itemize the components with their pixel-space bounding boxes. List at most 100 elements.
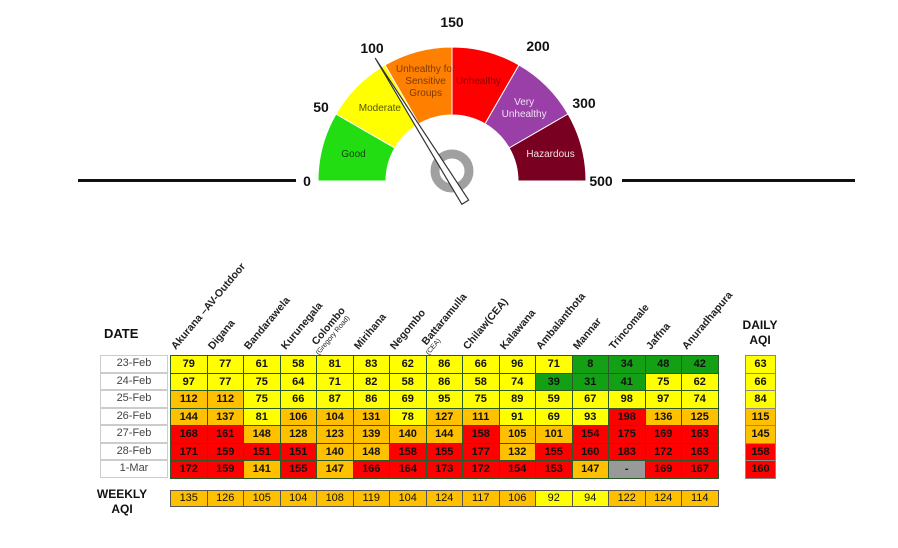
weekly-aqi-cell: 124 (425, 490, 463, 507)
aqi-cell: 75 (243, 372, 281, 391)
weekly-aqi-cell: 94 (571, 490, 609, 507)
aqi-cell: 67 (571, 390, 609, 409)
aqi-cell: 112 (206, 390, 244, 409)
date-label: 25-Feb (100, 390, 168, 408)
gauge-category-label: Good (341, 148, 366, 160)
aqi-cell: 62 (681, 372, 719, 391)
aqi-cell: 155 (535, 442, 573, 461)
weekly-aqi-cell: 126 (206, 490, 244, 507)
gauge-category-label: Moderate (358, 102, 401, 114)
date-label: 27-Feb (100, 425, 168, 443)
station-name: Mannar (570, 315, 604, 352)
weekly-aqi-header: WEEKLY AQI (96, 487, 148, 516)
aqi-cell: 125 (681, 407, 719, 426)
aqi-cell: 74 (681, 390, 719, 409)
aqi-cell: 163 (681, 425, 719, 444)
gauge-segment-hazardous (508, 113, 587, 182)
daily-aqi-cell: 66 (745, 372, 776, 391)
aqi-cell: 175 (608, 425, 646, 444)
aqi-cell: 75 (462, 390, 500, 409)
date-label: 23-Feb (100, 355, 168, 373)
left-rule (78, 179, 296, 182)
aqi-cell: 98 (608, 390, 646, 409)
aqi-cell: 71 (535, 355, 573, 374)
aqi-cell: 158 (462, 425, 500, 444)
gauge-tick-label: 100 (360, 40, 384, 56)
aqi-cell: 96 (498, 355, 536, 374)
aqi-cell: 62 (389, 355, 427, 374)
aqi-cell: 91 (498, 407, 536, 426)
weekly-aqi-cell: 108 (316, 490, 354, 507)
aqi-cell: 83 (352, 355, 390, 374)
aqi-cell: 137 (206, 407, 244, 426)
aqi-cell: 123 (316, 425, 354, 444)
aqi-cell: 58 (389, 372, 427, 391)
aqi-cell: 140 (316, 442, 354, 461)
aqi-cell: 58 (462, 372, 500, 391)
daily-aqi-cell: 160 (745, 460, 776, 479)
aqi-cell: 171 (170, 442, 208, 461)
aqi-cell: 153 (535, 460, 573, 479)
aqi-cell: 105 (498, 425, 536, 444)
aqi-cell: 161 (206, 425, 244, 444)
aqi-cell: 155 (425, 442, 463, 461)
aqi-cell: 169 (644, 425, 682, 444)
gauge-tick-label: 150 (440, 14, 464, 30)
aqi-cell: 89 (498, 390, 536, 409)
aqi-cell: 164 (389, 460, 427, 479)
aqi-cell: 97 (170, 372, 208, 391)
weekly-aqi-cell: 104 (279, 490, 317, 507)
weekly-aqi-cell: 106 (498, 490, 536, 507)
station-name: Kalawana (497, 307, 538, 352)
aqi-cell: 172 (644, 442, 682, 461)
aqi-cell: 151 (279, 442, 317, 461)
aqi-cell: 148 (243, 425, 281, 444)
aqi-cell: 111 (462, 407, 500, 426)
aqi-cell: 163 (681, 442, 719, 461)
daily-aqi-cell: 158 (745, 442, 776, 461)
aqi-cell: 106 (279, 407, 317, 426)
weekly-aqi-cell: 122 (608, 490, 646, 507)
weekly-aqi-cell: 104 (389, 490, 427, 507)
aqi-cell: 155 (279, 460, 317, 479)
aqi-cell: 69 (389, 390, 427, 409)
aqi-cell: 139 (352, 425, 390, 444)
date-label: 26-Feb (100, 407, 168, 425)
daily-aqi-cell: 84 (745, 390, 776, 409)
aqi-cell: 59 (535, 390, 573, 409)
aqi-cell: 81 (316, 355, 354, 374)
aqi-cell: 58 (279, 355, 317, 374)
gauge-category-label: Very Unhealthy (501, 96, 547, 120)
aqi-cell: 82 (352, 372, 390, 391)
aqi-cell: 159 (206, 460, 244, 479)
gauge-tick-label: 300 (572, 95, 596, 111)
aqi-cell: 81 (243, 407, 281, 426)
aqi-cell: 42 (681, 355, 719, 374)
aqi-cell: 97 (644, 390, 682, 409)
station-name: Akurana –AV-Outdoor (168, 260, 249, 352)
station-name: Jaffna (643, 320, 673, 352)
weekly-aqi-cell: 105 (243, 490, 281, 507)
aqi-cell: 86 (425, 355, 463, 374)
date-label: 24-Feb (100, 372, 168, 390)
aqi-cell: 71 (316, 372, 354, 391)
weekly-aqi-cell: 124 (644, 490, 682, 507)
aqi-cell: 39 (535, 372, 573, 391)
aqi-cell: 69 (535, 407, 573, 426)
aqi-cell: 144 (425, 425, 463, 444)
aqi-cell: 34 (608, 355, 646, 374)
weekly-aqi-cell: 119 (352, 490, 390, 507)
aqi-cell: 183 (608, 442, 646, 461)
station-name: Negombo (387, 307, 429, 352)
gauge-needle (374, 57, 470, 206)
aqi-cell: 140 (389, 425, 427, 444)
aqi-cell: 173 (425, 460, 463, 479)
aqi-cell: 77 (206, 372, 244, 391)
gauge-category-label: Unhealthy (455, 76, 501, 88)
aqi-cell: 169 (644, 460, 682, 479)
aqi-cell: 64 (279, 372, 317, 391)
aqi-cell: 104 (316, 407, 354, 426)
aqi-cell: 166 (352, 460, 390, 479)
weekly-aqi-cell: 117 (462, 490, 500, 507)
aqi-cell: 147 (316, 460, 354, 479)
